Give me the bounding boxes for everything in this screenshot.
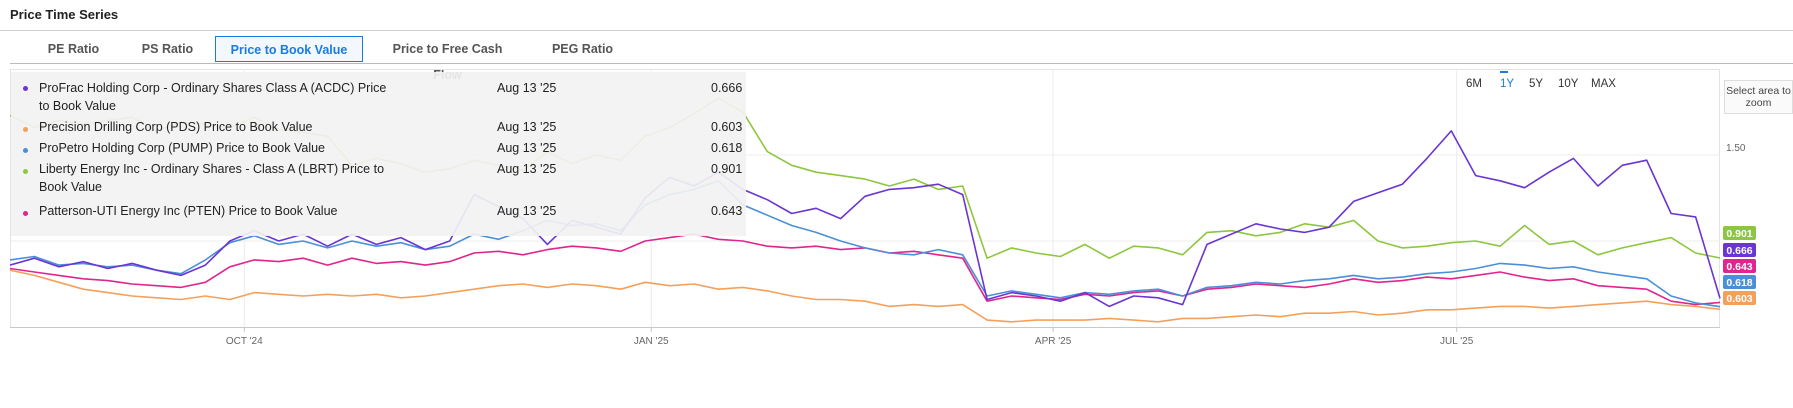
page-title: Price Time Series [10,7,119,22]
tab-pe-ratio[interactable]: PE Ratio [47,42,100,56]
end-value-flag [1723,291,1756,305]
legend-date-acdc: Aug 13 '25 [497,81,557,95]
end-value-label: 0.643 [1726,261,1752,273]
end-value-flag [1723,275,1756,289]
end-value-label: 0.618 [1726,277,1752,289]
end-value-flag [1723,259,1756,273]
legend-dot-pump [23,148,28,153]
tab-price-to-free-cash-flow[interactable]: Price to Free Cash Flow [392,42,503,82]
end-value-flag [1723,226,1756,240]
tab-peg-ratio[interactable]: PEG Ratio [551,42,614,56]
tab-ps-ratio[interactable]: PS Ratio [141,42,194,56]
legend-value-lbrt: 0.901 [711,162,743,176]
series-line-0 [10,130,1721,308]
legend-name-pump: ProPetro Holding Corp (PUMP) Price to Bo… [39,141,325,155]
legend-name-pds: Precision Drilling Corp (PDS) Price to B… [39,120,313,134]
legend-date-pump: Aug 13 '25 [497,141,557,155]
y-tick-label: 1.50 [1726,143,1746,154]
legend-name-lbrt: Liberty Energy Inc - Ordinary Shares - C… [39,162,385,194]
range-button-10y[interactable]: 10Y [1558,78,1579,90]
range-active-marker [1500,71,1508,73]
x-tick-label: JAN '25 [634,336,669,347]
legend-value-pten: 0.643 [711,204,743,218]
zoom-hint[interactable]: Select area to zoom [1724,80,1793,114]
legend-date-pds: Aug 13 '25 [497,120,557,134]
x-tick-label: OCT '24 [226,336,263,347]
legend-name-pten: Patterson-UTI Energy Inc (PTEN) Price to… [39,204,338,218]
legend-date-pten: Aug 13 '25 [497,204,557,218]
legend-dot-lbrt [23,169,28,174]
range-button-max[interactable]: MAX [1591,78,1616,90]
x-tick-label: JUL '25 [1440,336,1474,347]
range-button-5y[interactable]: 5Y [1529,78,1544,90]
legend-dot-pten [23,211,28,216]
legend-value-pump: 0.618 [711,141,743,155]
end-value-label: 0.603 [1726,293,1752,305]
legend-name-acdc: ProFrac Holding Corp - Ordinary Shares C… [39,81,387,113]
end-value-label: 0.666 [1726,245,1752,257]
series-line-1 [10,269,1721,323]
legend-value-pds: 0.603 [711,120,743,134]
header-divider [0,30,1793,31]
end-value-flag [1723,243,1756,257]
tab-price-to-book-value[interactable]: Price to Book Value [215,36,363,62]
legend-date-lbrt: Aug 13 '25 [497,162,557,176]
legend-dot-pds [23,127,28,132]
series-line-2 [10,180,1721,308]
chart-legend: ProFrac Holding Corp - Ordinary Shares C… [11,72,746,236]
x-tick-label: APR '25 [1035,336,1072,347]
range-button-1y[interactable]: 1Y [1500,78,1515,90]
end-value-label: 0.901 [1726,228,1752,240]
legend-value-acdc: 0.666 [711,81,743,95]
range-button-6m[interactable]: 6M [1466,78,1482,90]
ratio-tab-bar: PE Ratio PS Ratio Price to Book Value Pr… [10,33,1793,82]
legend-dot-acdc [23,86,28,91]
